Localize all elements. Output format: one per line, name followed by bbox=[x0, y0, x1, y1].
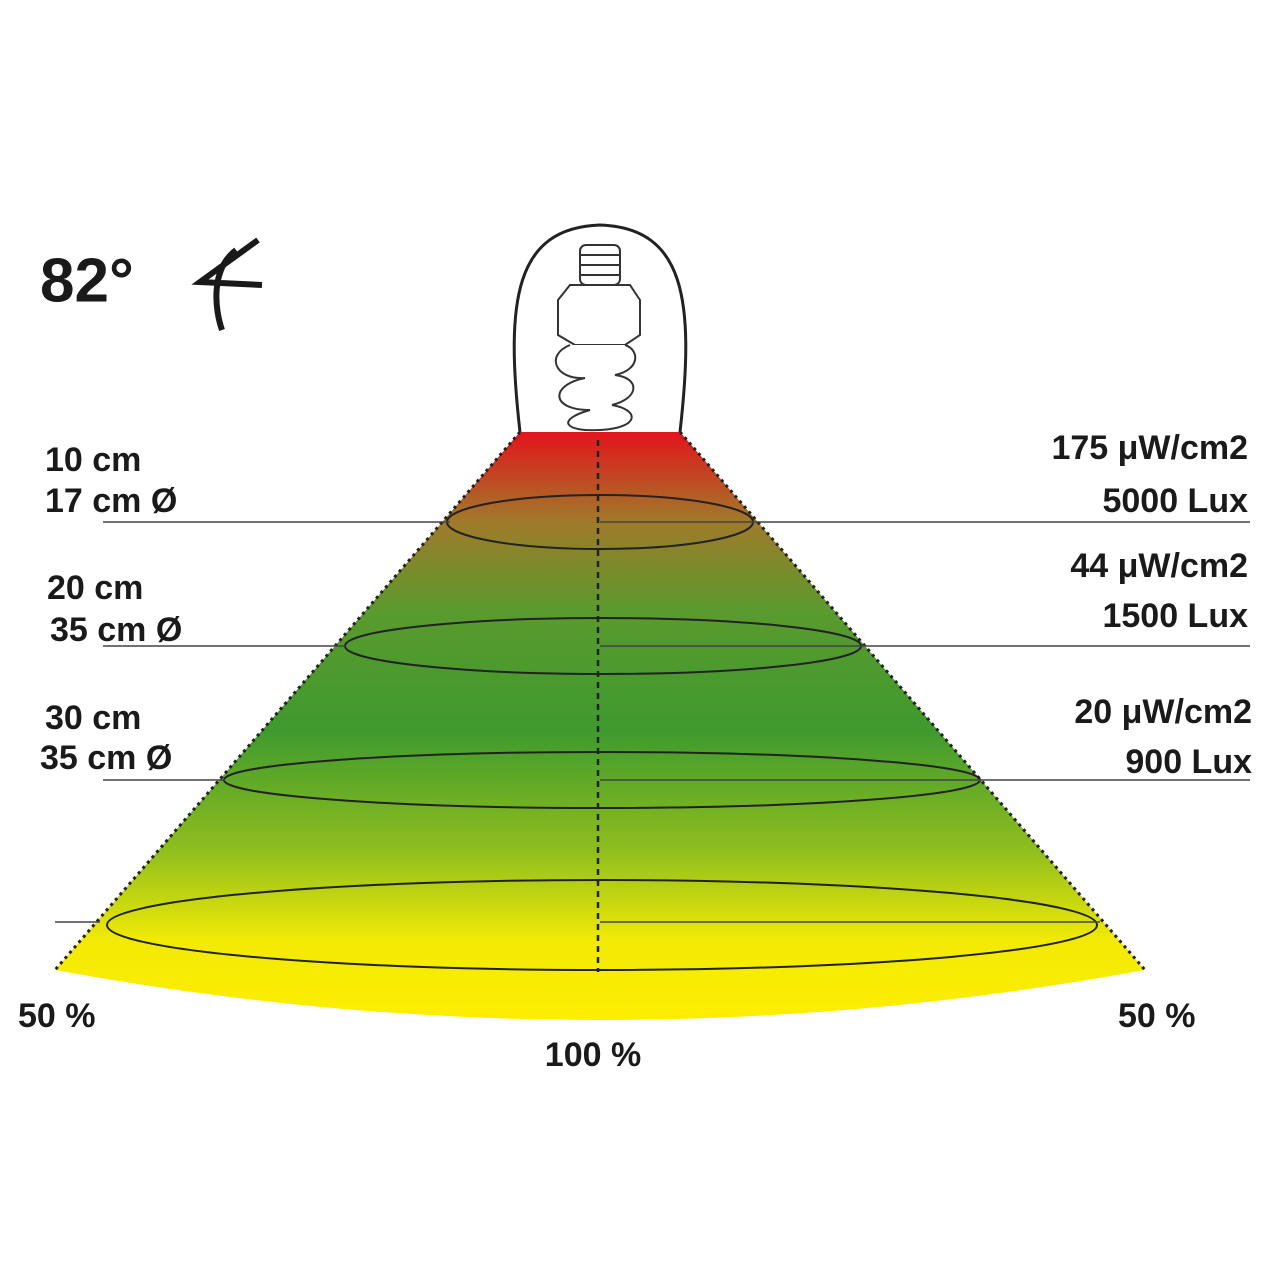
lamp-dome bbox=[512, 223, 688, 433]
distance-label: 10 cm bbox=[45, 441, 141, 479]
guide-lines bbox=[55, 521, 1250, 923]
irradiance-label: 20 μW/cm2 bbox=[1074, 693, 1252, 731]
lux-label: 1500 Lux bbox=[1102, 597, 1248, 635]
angle-symbol bbox=[191, 237, 263, 331]
edge-label: 50 % bbox=[1118, 997, 1196, 1035]
bulb-icon bbox=[554, 244, 641, 432]
light-cone bbox=[55, 432, 1145, 1020]
lux-label: 900 Lux bbox=[1125, 743, 1252, 781]
lux-label: 5000 Lux bbox=[1102, 482, 1248, 520]
diameter-label: 17 cm Ø bbox=[45, 482, 177, 520]
distance-label: 30 cm bbox=[45, 699, 141, 737]
irradiance-label: 175 μW/cm2 bbox=[1051, 429, 1248, 467]
center-label: 100 % bbox=[545, 1036, 641, 1074]
distance-label: 20 cm bbox=[47, 569, 143, 607]
diameter-label: 35 cm Ø bbox=[40, 739, 172, 777]
edge-label: 50 % bbox=[18, 997, 96, 1035]
angle-label: 82° bbox=[40, 246, 134, 315]
diameter-label: 35 cm Ø bbox=[50, 611, 182, 649]
irradiance-label: 44 μW/cm2 bbox=[1070, 547, 1248, 585]
